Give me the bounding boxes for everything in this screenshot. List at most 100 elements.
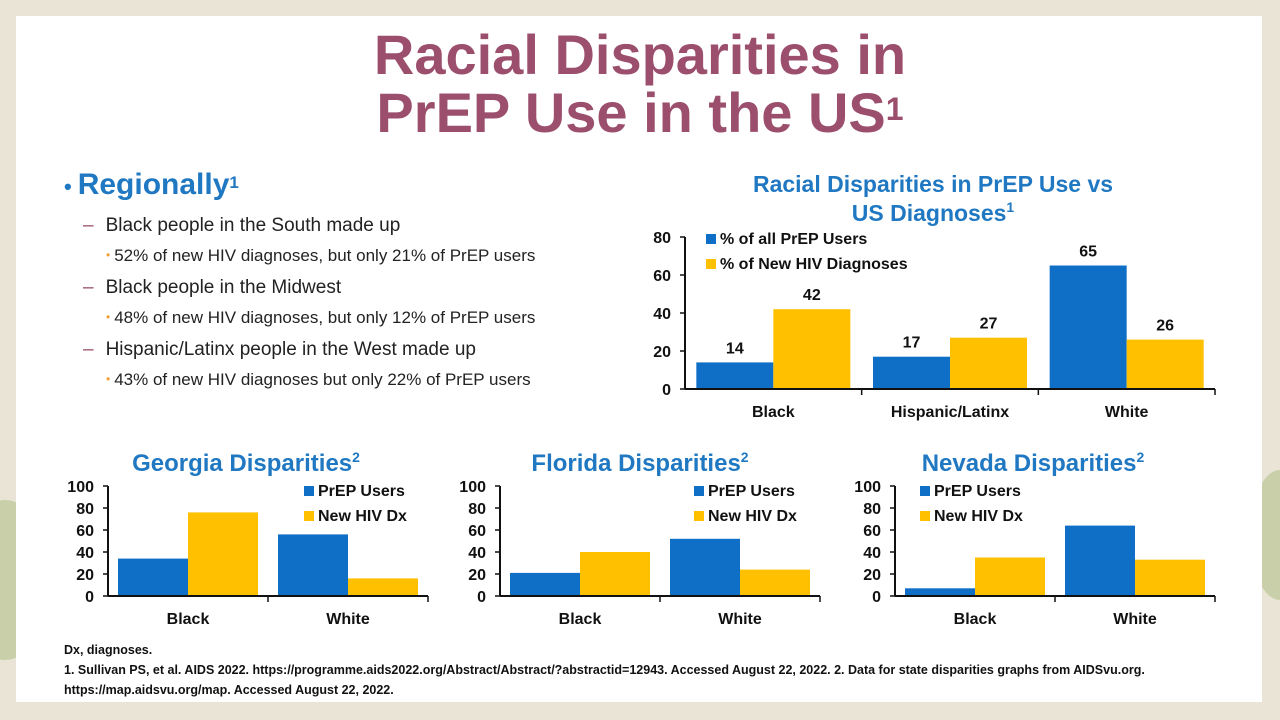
y-tick-label: 100 bbox=[459, 479, 486, 496]
bar-main-0-0 bbox=[696, 362, 774, 389]
data-label: 42 bbox=[803, 287, 821, 304]
sub-bullet-text: 43% of new HIV diagnoses but only 22% of… bbox=[114, 370, 531, 389]
bar-georgia-0-0 bbox=[118, 558, 188, 596]
y-tick-label: 0 bbox=[872, 589, 881, 606]
x-category-label: Black bbox=[167, 611, 210, 628]
bar-nevada-1-0 bbox=[975, 557, 1045, 596]
bullet-list: • Regionally1 – Black people in the South … bbox=[64, 166, 664, 392]
legend-swatch bbox=[694, 511, 704, 521]
chart-florida: Florida Disparities2 0 20 40 60 80 100 Black Whi… bbox=[459, 449, 821, 628]
y-tick-label: 20 bbox=[468, 567, 486, 584]
y-tick-label: 0 bbox=[477, 589, 486, 606]
data-label: 17 bbox=[903, 335, 921, 352]
legend-label: New HIV Dx bbox=[318, 508, 407, 525]
bar-nevada-1-1 bbox=[1135, 559, 1205, 596]
slide-title: Racial Disparities in PrEP Use in the US… bbox=[0, 26, 1280, 142]
bar-florida-1-1 bbox=[740, 569, 810, 596]
chart-title: Nevada Disparities2 bbox=[922, 449, 1145, 477]
bar-nevada-0-0 bbox=[905, 588, 975, 596]
bar-main-0-2 bbox=[1049, 265, 1127, 389]
bar-main-1-1 bbox=[950, 337, 1027, 389]
slide-title-line1: Racial Disparities in bbox=[373, 23, 907, 86]
slide-title-line2: PrEP Use in the US bbox=[376, 81, 886, 144]
legend-label: % of all PrEP Users bbox=[720, 231, 867, 248]
legend-swatch bbox=[706, 259, 716, 269]
bar-georgia-1-1 bbox=[348, 578, 418, 596]
chart-title: Racial Disparities in PrEP Use vs bbox=[753, 171, 1113, 197]
y-tick-label: 60 bbox=[76, 523, 94, 540]
y-tick-label: 80 bbox=[863, 501, 881, 518]
legend-swatch bbox=[920, 511, 930, 521]
bar-main-1-0 bbox=[773, 309, 851, 389]
x-category-label: White bbox=[718, 611, 762, 628]
chart-title: Georgia Disparities2 bbox=[132, 449, 360, 477]
sub-bullet-item: • 48% of new HIV diagnoses, but only 12% … bbox=[106, 308, 536, 327]
sub-bullet-text: 52% of new HIV diagnoses, but only 21% o… bbox=[114, 246, 536, 265]
legend-label: PrEP Users bbox=[318, 483, 405, 500]
bullet-heading-ref: 1 bbox=[229, 173, 239, 192]
sub-bullet-item: • 43% of new HIV diagnoses but only 22% o… bbox=[106, 370, 531, 389]
footnotes: Dx, diagnoses. 1. Sullivan PS, et al. AI… bbox=[64, 640, 1234, 700]
data-label: 26 bbox=[1156, 318, 1174, 335]
bar-florida-0-1 bbox=[670, 538, 740, 596]
chart-nevada: Nevada Disparities2 0 20 40 60 80 100 Black Whit… bbox=[854, 449, 1216, 628]
chart-title: US Diagnoses1 bbox=[852, 199, 1015, 226]
footnote-line: https://map.aidsvu.org/map. Accessed Aug… bbox=[64, 683, 394, 697]
legend-swatch bbox=[706, 234, 716, 244]
y-tick-label: 80 bbox=[653, 230, 671, 247]
y-tick-label: 80 bbox=[468, 501, 486, 518]
bar-main-1-2 bbox=[1126, 339, 1204, 389]
bullet-item-text: Hispanic/Latinx people in the West made … bbox=[105, 339, 476, 360]
legend-label: New HIV Dx bbox=[708, 508, 797, 525]
y-tick-label: 40 bbox=[468, 545, 486, 562]
data-label: 27 bbox=[980, 316, 998, 333]
x-category-label: Hispanic/Latinx bbox=[891, 404, 1009, 421]
data-label: 65 bbox=[1079, 244, 1097, 261]
title-reference: 1 bbox=[885, 91, 904, 127]
bar-georgia-1-0 bbox=[188, 512, 258, 596]
bar-florida-0-0 bbox=[510, 572, 580, 596]
chart-title: Florida Disparities2 bbox=[531, 449, 748, 477]
legend-swatch bbox=[694, 486, 704, 496]
y-tick-label: 100 bbox=[854, 479, 881, 496]
bar-florida-1-0 bbox=[580, 552, 650, 596]
legend-label: PrEP Users bbox=[708, 483, 795, 500]
y-tick-label: 40 bbox=[76, 545, 94, 562]
data-label: 14 bbox=[726, 340, 744, 357]
x-category-label: White bbox=[326, 611, 370, 628]
legend-swatch bbox=[304, 511, 314, 521]
y-tick-label: 60 bbox=[468, 523, 486, 540]
bullet-heading: • Regionally1 bbox=[64, 168, 239, 201]
x-category-label: Black bbox=[752, 404, 795, 421]
sub-bullet-item: • 52% of new HIV diagnoses, but only 21% … bbox=[106, 246, 536, 265]
bullet-heading-text: Regionally bbox=[77, 168, 230, 201]
legend-label: New HIV Dx bbox=[934, 508, 1023, 525]
footnote-line: Dx, diagnoses. bbox=[64, 643, 153, 657]
bar-nevada-0-1 bbox=[1065, 525, 1135, 596]
y-tick-label: 20 bbox=[76, 567, 94, 584]
y-tick-label: 40 bbox=[863, 545, 881, 562]
y-tick-label: 20 bbox=[653, 344, 671, 361]
legend-label: % of New HIV Diagnoses bbox=[720, 256, 908, 273]
x-category-label: White bbox=[1113, 611, 1157, 628]
y-tick-label: 0 bbox=[85, 589, 94, 606]
bar-main-0-1 bbox=[873, 356, 950, 389]
bullet-item: – Black people in the South made up bbox=[83, 215, 401, 236]
y-tick-label: 80 bbox=[76, 501, 94, 518]
chart-georgia: Georgia Disparities2 0 20 40 60 80 100 Black Whi… bbox=[67, 449, 429, 628]
legend-swatch bbox=[304, 486, 314, 496]
bullet-item: – Hispanic/Latinx people in the West made… bbox=[83, 339, 476, 360]
y-tick-label: 60 bbox=[653, 268, 671, 285]
x-category-label: Black bbox=[954, 611, 997, 628]
y-tick-label: 20 bbox=[863, 567, 881, 584]
bar-georgia-0-1 bbox=[278, 534, 348, 596]
footnote-line: 1. Sullivan PS, et al. AIDS 2022. https:… bbox=[64, 663, 1145, 677]
bullet-item-text: Black people in the South made up bbox=[105, 215, 401, 236]
bullet-item-text: Black people in the Midwest bbox=[105, 277, 342, 298]
y-tick-label: 60 bbox=[863, 523, 881, 540]
legend-label: PrEP Users bbox=[934, 483, 1021, 500]
bullet-item: – Black people in the Midwest bbox=[83, 277, 342, 298]
x-category-label: Black bbox=[559, 611, 602, 628]
